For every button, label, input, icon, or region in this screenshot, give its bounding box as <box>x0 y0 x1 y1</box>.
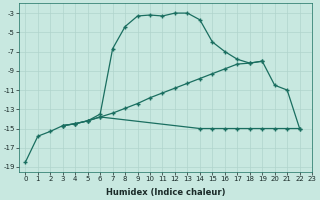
X-axis label: Humidex (Indice chaleur): Humidex (Indice chaleur) <box>106 188 225 197</box>
